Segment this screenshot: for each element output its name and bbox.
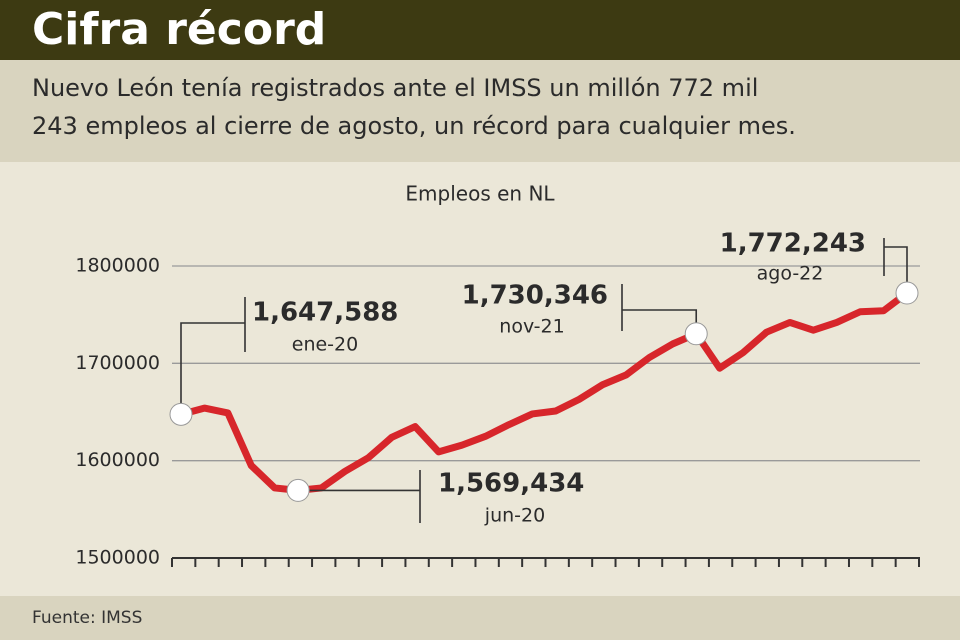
value-label: 1,569,434 bbox=[438, 469, 584, 499]
y-tick-label: 1600000 bbox=[75, 449, 160, 471]
callout-line bbox=[298, 470, 421, 523]
subtitle-line: 243 empleos al cierre de agosto, un réco… bbox=[32, 112, 796, 140]
point bbox=[286, 478, 310, 502]
footer: Fuente: IMSS bbox=[0, 596, 960, 640]
value-label: 1,730,346 bbox=[462, 281, 608, 311]
source: Fuente: IMSS bbox=[32, 608, 143, 628]
y-tick-label: 1500000 bbox=[75, 547, 160, 569]
chart-title: Empleos en NL bbox=[405, 182, 555, 206]
callout-line bbox=[883, 238, 908, 294]
x-tick-label: jun-20 bbox=[484, 505, 545, 527]
y-tick-label: 1800000 bbox=[75, 255, 160, 277]
header: Cifra récord bbox=[0, 0, 960, 60]
point bbox=[895, 281, 919, 305]
x-tick-label: ago-22 bbox=[757, 263, 824, 285]
callout-line bbox=[621, 284, 698, 334]
point bbox=[684, 322, 708, 346]
value-label: 1,647,588 bbox=[252, 298, 398, 328]
point bbox=[169, 402, 193, 426]
subtitle-line: Nuevo León tenía registrados ante el IMS… bbox=[32, 74, 759, 102]
y-tick-label: 1700000 bbox=[75, 352, 160, 374]
x-tick-label: nov-21 bbox=[499, 316, 564, 338]
title: Cifra récord bbox=[32, 4, 327, 55]
callout-line bbox=[180, 297, 246, 415]
value-label: 1,772,243 bbox=[720, 229, 866, 259]
subtitle: Nuevo León tenía registrados ante el IMS… bbox=[0, 60, 960, 162]
x-tick-label: ene-20 bbox=[292, 334, 358, 356]
